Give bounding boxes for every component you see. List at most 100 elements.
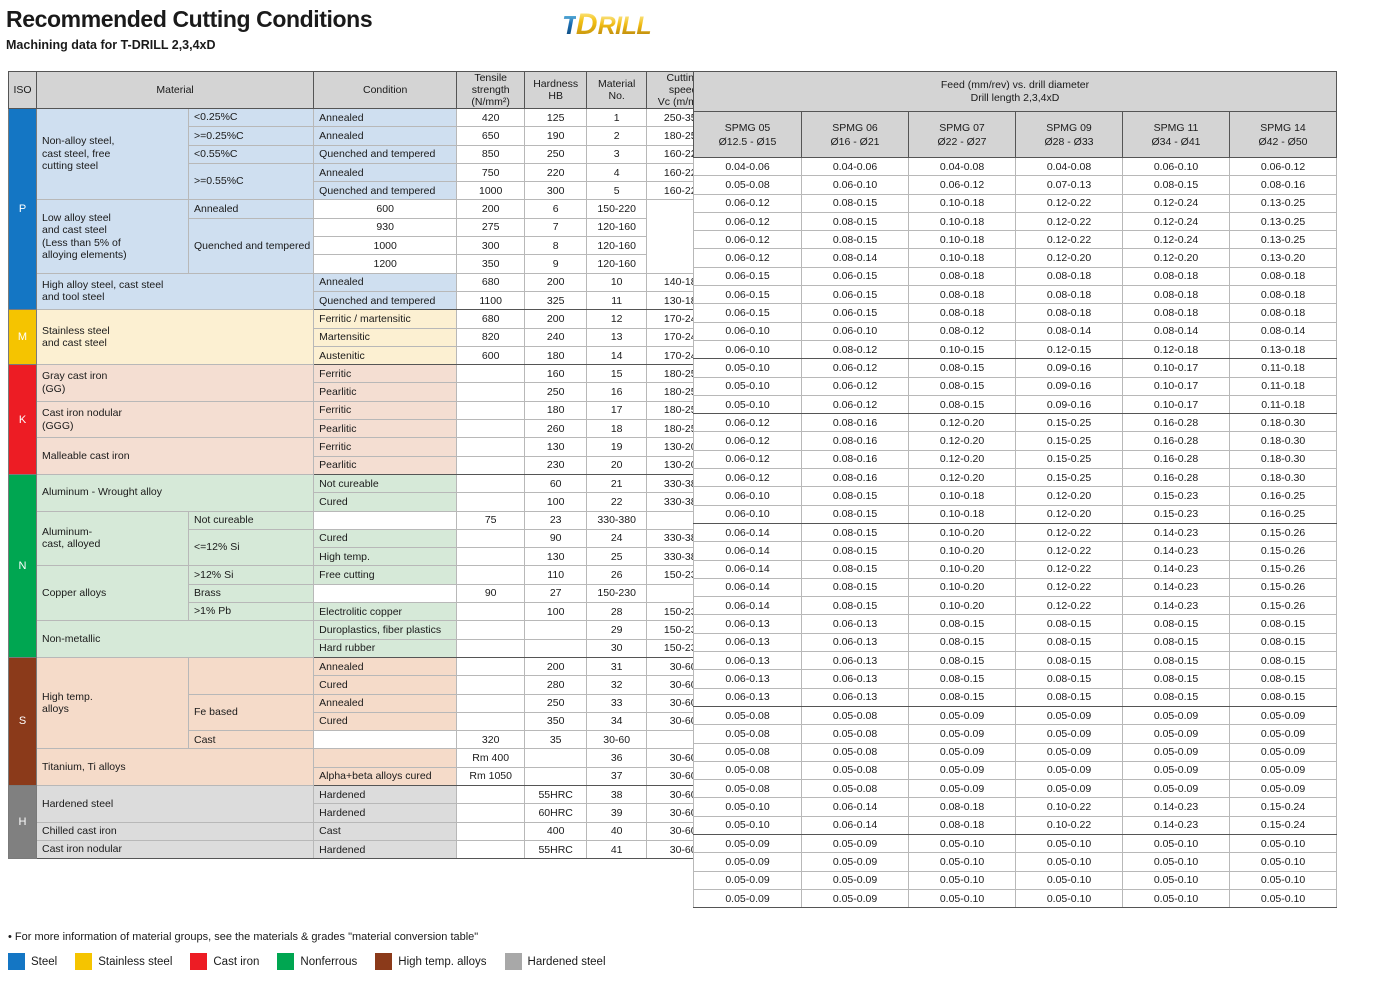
material-no-cell: 19: [586, 437, 648, 457]
hardness-cell: [524, 748, 588, 768]
feed-row: 0.05-0.08 0.05-0.08 0.05-0.09 0.05-0.09 0.05…: [693, 724, 1337, 744]
material-spec-cell: >1% Pb: [187, 602, 315, 622]
header-spmg-6: SPMG 14 Ø42 - Ø50: [1229, 111, 1337, 158]
table-row: 1200 350 9 120-160: [9, 254, 720, 274]
material-no-cell: 32: [586, 675, 648, 695]
hardness-cell: 90: [456, 583, 526, 604]
condition-cell: Brass: [187, 583, 315, 604]
tensile-strength-cell: [456, 364, 526, 384]
material-no-cell: 27: [524, 583, 588, 604]
material-name-line1: Low alloy steel: [42, 211, 111, 224]
material-cell: Low alloy steel and cast steel (Less than …: [36, 199, 189, 274]
feed-cell-spmg-1: 0.05-0.08: [693, 760, 802, 781]
feed-cell-spmg-6: 0.11-0.18: [1229, 394, 1337, 415]
feed-cell-spmg-1: 0.06-0.15: [693, 285, 802, 305]
material-name-line1: Copper alloys: [42, 587, 107, 600]
feed-cell-spmg-1: 0.06-0.12: [693, 230, 802, 250]
material-spec-cell: <0.25%C: [187, 107, 315, 128]
tensile-strength-cell: [456, 821, 526, 841]
tensile-strength-cell: [456, 675, 526, 695]
table-row: Brass 90 27 150-230: [9, 583, 720, 604]
feed-cell-spmg-1: 0.06-0.12: [693, 431, 802, 451]
material-name-line1: High alloy steel, cast steel: [42, 278, 164, 291]
feed-cell-spmg-6: 0.08-0.15: [1229, 632, 1337, 653]
feed-row: 0.06-0.10 0.08-0.15 0.10-0.18 0.12-0.20 0.15…: [693, 504, 1337, 524]
hardness-cell: 130: [524, 547, 588, 567]
material-no-cell: 20: [586, 455, 648, 475]
feed-cell-spmg-3: 0.05-0.09: [908, 742, 1016, 762]
tensile-strength-cell: [456, 437, 526, 457]
feed-row: 0.05-0.09 0.05-0.09 0.05-0.10 0.05-0.10 0.05…: [693, 833, 1337, 854]
feed-cell-spmg-4: 0.12-0.20: [1015, 486, 1123, 506]
feed-row: 0.06-0.13 0.06-0.13 0.08-0.15 0.08-0.15 0.08…: [693, 614, 1337, 634]
feed-cell-spmg-4: 0.08-0.18: [1015, 266, 1123, 287]
condition-cell: Cured: [313, 492, 458, 512]
condition-cell: Alpha+beta alloys cured: [313, 766, 458, 786]
condition-cell: Quenched and tempered: [313, 181, 458, 201]
feed-cell-spmg-3: 0.05-0.09: [908, 705, 1016, 726]
hardness-cell: [524, 620, 588, 640]
feed-row: 0.06-0.12 0.08-0.16 0.12-0.20 0.15-0.25 0.16…: [693, 413, 1337, 433]
feed-cell-spmg-5: 0.08-0.15: [1122, 651, 1230, 671]
material-name-line1: Titanium, Ti alloys: [42, 760, 126, 773]
feed-cell-spmg-6: 0.11-0.18: [1229, 358, 1337, 378]
feed-row: 0.06-0.12 0.08-0.15 0.10-0.18 0.12-0.22 0.12…: [693, 230, 1337, 250]
feed-cell-spmg-3: 0.12-0.20: [908, 413, 1016, 433]
feed-cell-spmg-1: 0.06-0.13: [693, 687, 802, 707]
feed-cell-spmg-1: 0.06-0.13: [693, 669, 802, 689]
tensile-strength-cell: 1200: [313, 254, 458, 274]
table-row: Cast iron nodular Hardened 55HRC 41 30-60: [9, 839, 721, 860]
feed-cell-spmg-2: 0.06-0.14: [801, 815, 909, 835]
tensile-strength-cell: [456, 803, 526, 823]
table-row: Cast 320 35 30-60: [9, 730, 720, 750]
feed-cell-spmg-3: 0.12-0.20: [908, 431, 1016, 451]
tensile-strength-cell: Rm 400: [456, 748, 526, 768]
feed-cell-spmg-6: 0.15-0.26: [1229, 596, 1337, 616]
logo-rill: RILL: [597, 12, 652, 40]
feed-row: 0.06-0.12 0.08-0.15 0.10-0.18 0.12-0.22 0.12…: [693, 211, 1337, 232]
material-cell: High alloy steel, cast steel and tool ste…: [35, 272, 315, 311]
table-row: Fe based Annealed 250 33 30-60: [9, 693, 721, 732]
table-row: Cured 350 34 30-60: [9, 711, 721, 732]
tensile-strength-cell: [456, 528, 526, 549]
logo-d: D: [575, 8, 598, 41]
feed-cell-spmg-4: 0.05-0.09: [1015, 724, 1123, 744]
material-cell: Non-alloy steel, cast steel, free cutting …: [36, 107, 189, 201]
tensile-strength-cell: [313, 730, 458, 750]
feed-cell-spmg-5: 0.14-0.23: [1122, 559, 1230, 579]
feed-row: 0.05-0.08 0.05-0.08 0.05-0.09 0.05-0.09 0.05…: [693, 742, 1337, 762]
condition-cell: Annealed: [313, 107, 458, 128]
tensile-strength-cell: 600: [313, 199, 458, 219]
feed-row: 0.05-0.08 0.05-0.08 0.05-0.09 0.05-0.09 0.05…: [693, 779, 1337, 799]
feed-cell-spmg-6: 0.05-0.09: [1229, 742, 1337, 762]
feed-cell-spmg-6: 0.13-0.18: [1229, 339, 1337, 360]
right-table-head: Feed (mm/rev) vs. drill diameter Drill l…: [693, 71, 1337, 158]
feed-cell-spmg-5: 0.12-0.24: [1122, 230, 1230, 250]
condition-cell: Not cureable: [313, 473, 458, 494]
feed-cell-spmg-5: 0.08-0.18: [1122, 285, 1230, 305]
feed-cell-spmg-3: 0.10-0.18: [908, 248, 1016, 268]
feed-cell-spmg-6: 0.05-0.09: [1229, 705, 1337, 726]
feed-cell-spmg-6: 0.15-0.26: [1229, 522, 1337, 543]
material-no-cell: 30: [586, 638, 648, 658]
feed-cell-spmg-4: 0.10-0.22: [1015, 797, 1123, 817]
table-row: Aluminum-cast, alloyed Not cureable 75 23 33…: [9, 510, 720, 567]
legend-label-1: Steel: [31, 955, 58, 968]
legend-label-3: Cast iron: [213, 955, 260, 968]
material-no-cell: 40: [586, 821, 648, 841]
material-cell: Non-metallic: [35, 620, 315, 658]
material-name-line2: alloys: [42, 703, 69, 716]
feed-cell-spmg-2: 0.05-0.09: [801, 870, 909, 890]
feed-cell-spmg-3: 0.10-0.20: [908, 541, 1016, 561]
feed-cell-spmg-1: 0.06-0.14: [693, 596, 802, 616]
material-no-cell: 10: [586, 272, 648, 292]
feed-row: 0.06-0.12 0.08-0.16 0.12-0.20 0.15-0.25 0.16…: [693, 449, 1337, 470]
feed-cell-spmg-5: 0.05-0.09: [1122, 742, 1230, 762]
material-spec-line1: >1% Pb: [194, 605, 232, 618]
feed-cell-spmg-2: 0.08-0.16: [801, 449, 909, 470]
tensile-strength-cell: Rm 1050: [456, 766, 526, 786]
material-no-cell: 16: [586, 382, 648, 402]
feed-cell-spmg-1: 0.05-0.08: [693, 742, 802, 762]
header-spmg-5: SPMG 11 Ø34 - Ø41: [1122, 111, 1230, 158]
